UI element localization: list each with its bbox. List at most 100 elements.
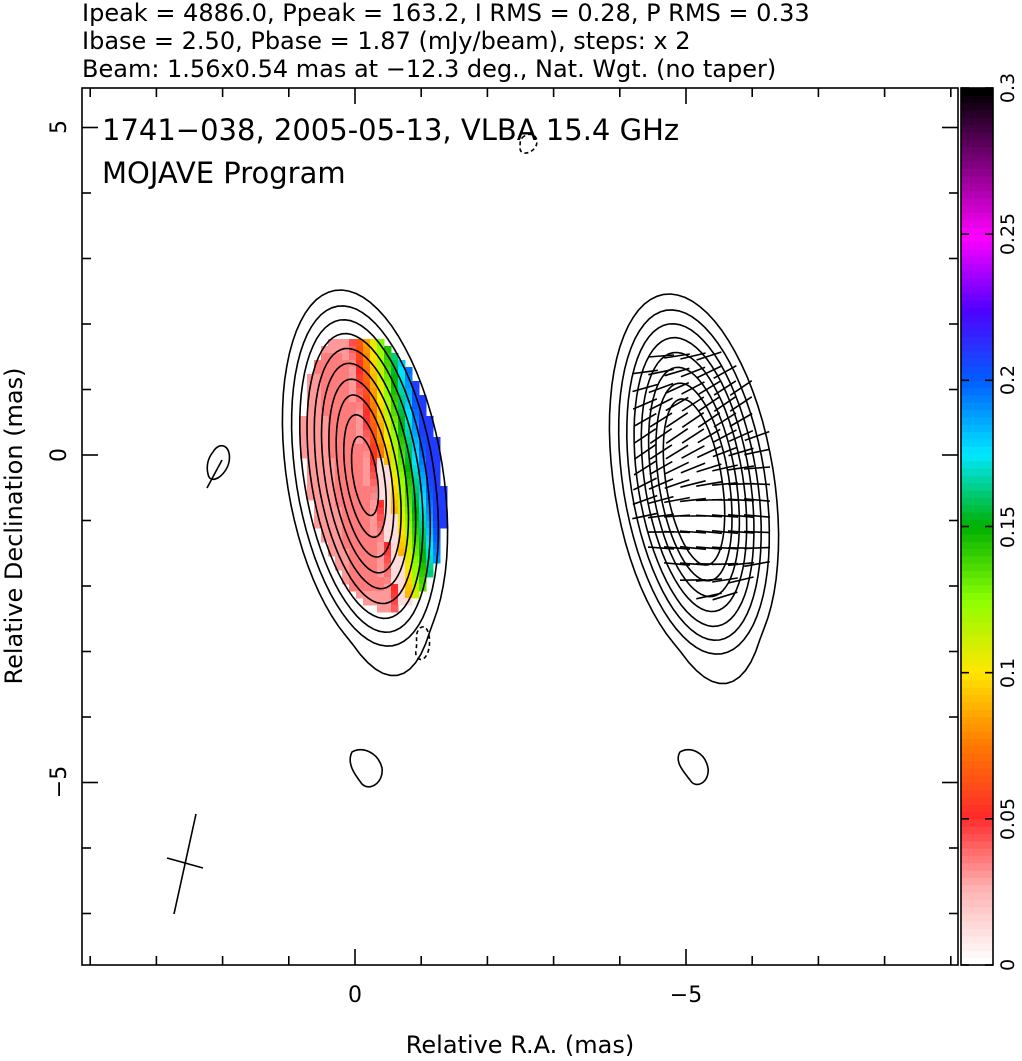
colorbar-segment	[961, 650, 993, 659]
polarization-pixel	[314, 423, 322, 431]
polarization-pixel	[412, 584, 420, 592]
evpa-vector	[729, 412, 753, 428]
evpa-vector	[647, 513, 675, 519]
evpa-vector	[665, 396, 689, 412]
polarization-pixel	[363, 409, 371, 417]
polarization-pixel	[314, 402, 322, 410]
colorbar-segment	[961, 497, 993, 506]
evpa-vector	[696, 481, 722, 487]
polarization-pixel	[356, 570, 364, 578]
polarization-pixel	[412, 465, 420, 473]
evpa-vector	[663, 530, 691, 534]
evpa-vector	[664, 479, 690, 489]
colorbar-segment	[961, 482, 993, 491]
polarization-pixel	[391, 416, 399, 424]
polarization-pixel	[391, 500, 399, 508]
colorbar-segment	[961, 731, 993, 740]
polarization-pixel	[335, 500, 343, 508]
polarization-pixel	[426, 472, 434, 480]
colorbar-segment	[961, 701, 993, 710]
colorbar-segment	[961, 526, 993, 535]
polarization-pixel	[412, 409, 420, 417]
polarization-pixel	[405, 584, 413, 592]
colorbar-segment	[961, 774, 993, 783]
intensity-contour	[281, 289, 449, 677]
polarization-pixel	[349, 416, 357, 424]
evpa-vector	[632, 494, 658, 506]
polarization-pixel	[363, 486, 371, 494]
colorbar-segment	[961, 753, 993, 761]
polarization-pixel	[335, 423, 343, 431]
evpa-vector	[696, 529, 722, 535]
polarization-pixel	[314, 374, 322, 382]
polarization-pixel	[335, 528, 343, 536]
polarization-pixel	[426, 479, 434, 487]
polarization-pixel	[363, 556, 371, 564]
polarization-pixel	[328, 458, 336, 466]
evpa-vector	[680, 545, 706, 551]
polarization-pixel	[349, 402, 357, 410]
evpa-vector	[664, 546, 690, 550]
polarization-pixel	[377, 416, 385, 424]
polarization-pixel	[356, 486, 364, 494]
evpa-vector	[681, 428, 705, 444]
evpa-vector	[712, 446, 738, 458]
evpa-vector	[648, 495, 674, 505]
colorbar-segment	[961, 950, 993, 959]
colorbar-segment	[961, 234, 993, 243]
colorbar-segment	[961, 606, 993, 615]
polarization-pixel	[370, 556, 378, 564]
polarization-pixel	[370, 521, 378, 529]
polarization-pixel	[377, 367, 385, 375]
colorbar-segment	[961, 241, 993, 250]
polarization-pixel	[391, 367, 399, 375]
evpa-vector	[665, 428, 689, 444]
polarization-pixel	[419, 570, 427, 578]
polarization-pixel	[384, 458, 392, 466]
polarization-pixel	[419, 437, 427, 445]
y-tick-label-0: 0	[47, 448, 72, 462]
colorbar-segment	[961, 716, 993, 725]
polarization-pixel	[321, 500, 329, 508]
intensity-contour	[320, 362, 410, 590]
polarization-pixel	[356, 388, 364, 396]
polarization-pixel	[398, 409, 406, 417]
evpa-vector	[713, 380, 737, 396]
evpa-vector	[648, 478, 674, 490]
evpa-vector	[712, 464, 738, 472]
polarization-pixel	[328, 528, 336, 536]
evpa-vector	[681, 381, 705, 395]
evpa-vector	[727, 465, 755, 471]
evpa-vector	[664, 353, 690, 359]
polarization-pixel	[356, 374, 364, 382]
colorbar-segment	[961, 614, 993, 623]
polarization-pixel	[405, 444, 413, 452]
colorbar-label-0.25: 0.25	[997, 213, 1019, 255]
polarization-pixel	[349, 388, 357, 396]
colorbar-segment	[961, 899, 993, 908]
polarization-pixel	[412, 430, 420, 438]
colorbar-segment	[961, 256, 993, 264]
evpa-vector	[680, 462, 706, 474]
polarization-pixel	[328, 500, 336, 508]
polarization-pixel	[321, 430, 329, 438]
polarization-pixel	[356, 493, 364, 501]
axis-ticks	[82, 88, 958, 965]
polarization-pixel	[328, 381, 336, 389]
noise-tick-1	[206, 459, 223, 489]
polarization-pixel	[342, 535, 350, 543]
colorbar-segment	[961, 921, 993, 930]
polarization-pixel	[405, 479, 413, 487]
polarization-pixel	[384, 381, 392, 389]
colorbar-segment	[961, 204, 993, 213]
polarization-pixel	[321, 416, 329, 424]
x-axis-label: Relative R.A. (mas)	[406, 1031, 634, 1059]
polarization-pixel	[349, 549, 357, 557]
polarization-pixel	[356, 416, 364, 424]
polarization-image	[300, 339, 448, 613]
colorbar-segment	[961, 299, 993, 308]
polarization-pixel	[426, 451, 434, 459]
polarization-pixel	[377, 598, 385, 606]
evpa-vector	[696, 592, 722, 600]
